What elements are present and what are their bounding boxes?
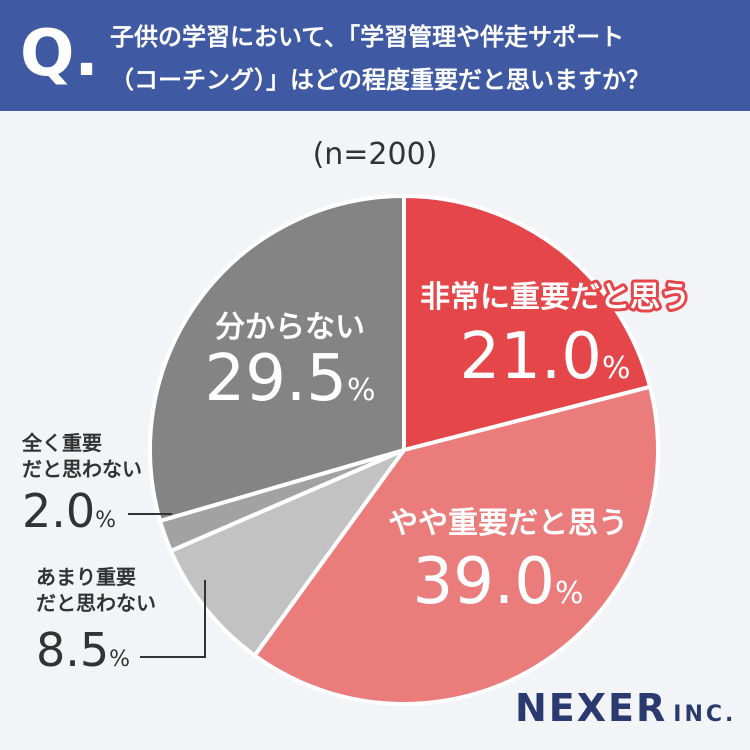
- brand-name: NEXER: [515, 686, 668, 730]
- question-text-line-1: 子供の学習において、「学習管理や伴走サポート: [110, 23, 625, 51]
- slice-label-not-very-important: あまり重要: [36, 565, 136, 589]
- slice-value-somewhat-important: 39.0%: [412, 545, 583, 619]
- slice-value-not-at-all-important: 2.0%: [22, 484, 116, 538]
- slice-label-not-very-important: だと思わない: [36, 591, 156, 615]
- pie-slice-somewhat-important: [252, 384, 660, 706]
- question-header: Q. 子供の学習において、「学習管理や伴走サポート （コーチング）」はどの程度重…: [0, 0, 750, 111]
- slice-label-very-important: 非常に重要だと思う: [420, 280, 690, 315]
- brand-suffix: INC.: [673, 702, 737, 727]
- question-mark: Q.: [20, 17, 99, 91]
- slice-label-unknown: 分からない: [215, 310, 365, 345]
- brand-logo: NEXER INC.: [515, 686, 736, 730]
- leader-line-not-very-important: [140, 580, 206, 658]
- pie-slice-unknown: [148, 194, 406, 523]
- slice-value-not-very-important: 8.5%: [36, 623, 130, 677]
- slice-label-somewhat-important: やや重要だと思う: [388, 506, 628, 541]
- sample-size: (n=200): [312, 137, 438, 172]
- slice-label-not-at-all-important: だと思わない: [22, 457, 142, 481]
- slice-label-not-at-all-important: 全く重要: [21, 431, 102, 455]
- question-text-line-2: （コーチング）」はどの程度重要だと思いますか？: [110, 66, 650, 94]
- pie-slice-very-important: [402, 194, 653, 452]
